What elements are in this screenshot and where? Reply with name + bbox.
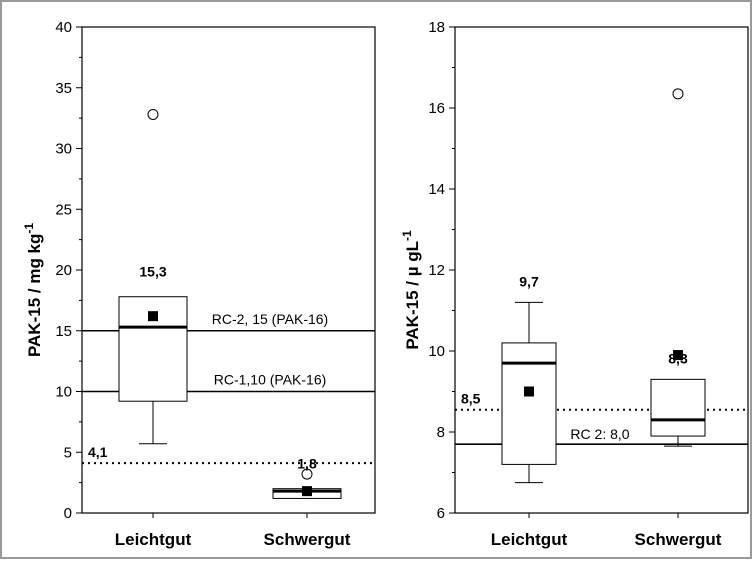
outlier-point: [147, 108, 159, 120]
y-tick-label: 8: [437, 424, 445, 441]
x-category-label: Schwergut: [635, 530, 722, 549]
reference-line-label: RC 2: 8,0: [570, 426, 629, 442]
y-tick-label: 30: [55, 141, 72, 158]
y-axis-label: PAK-15 / mg kg-1: [22, 223, 44, 357]
y-tick-label: 16: [428, 100, 445, 117]
median-label: 15,3: [139, 264, 166, 280]
reference-line-label: 4,1: [88, 444, 108, 460]
y-tick-label: 12: [428, 262, 445, 279]
mean-marker: [673, 350, 683, 361]
y-tick-label: 6: [437, 505, 445, 522]
y-tick-label: 15: [55, 323, 72, 340]
y-tick-label: 5: [64, 444, 72, 461]
x-category-label: Schwergut: [264, 530, 351, 549]
chart-panel-2: 6 8 10 12 14 16 18 PAK-15 / µ gL-1 RC 2: 8,0 8,5 9…: [400, 19, 749, 549]
outlier-point: [301, 468, 313, 480]
x-category-label: Leichtgut: [491, 530, 568, 549]
plot-frame: [81, 26, 376, 514]
chart-panel-1: 0 5 10 15 20 25 30 35 40 PAK-15 / mg kg-1 RC-2, 15…: [22, 19, 376, 549]
x-category-label: Leichtgut: [115, 530, 192, 549]
y-tick-label: 10: [428, 343, 445, 360]
reference-line-label: RC-1,10 (PAK-16): [214, 372, 327, 388]
y-tick-label: 40: [55, 19, 72, 36]
box: [650, 378, 706, 437]
reference-line-label: 8,5: [461, 391, 481, 407]
median-label: 1,8: [297, 456, 317, 472]
mean-marker: [524, 386, 534, 397]
mean-marker: [148, 311, 158, 322]
y-axis-label: PAK-15 / µ gL-1: [400, 230, 422, 350]
outlier-point: [672, 88, 684, 100]
y-tick-label: 10: [55, 384, 72, 401]
box: [501, 342, 557, 465]
median-label: 8,3: [668, 350, 688, 366]
reference-line-label: RC-2, 15 (PAK-16): [212, 311, 328, 327]
y-tick-label: 0: [64, 505, 72, 522]
y-tick-label: 18: [428, 19, 445, 36]
y-tick-label: 35: [55, 80, 72, 97]
mean-marker: [302, 486, 312, 497]
y-tick-label: 25: [55, 201, 72, 218]
median-label: 9,7: [519, 273, 539, 289]
y-tick-label: 20: [55, 262, 72, 279]
plot-frame: [454, 26, 749, 514]
y-tick-label: 14: [428, 181, 445, 198]
